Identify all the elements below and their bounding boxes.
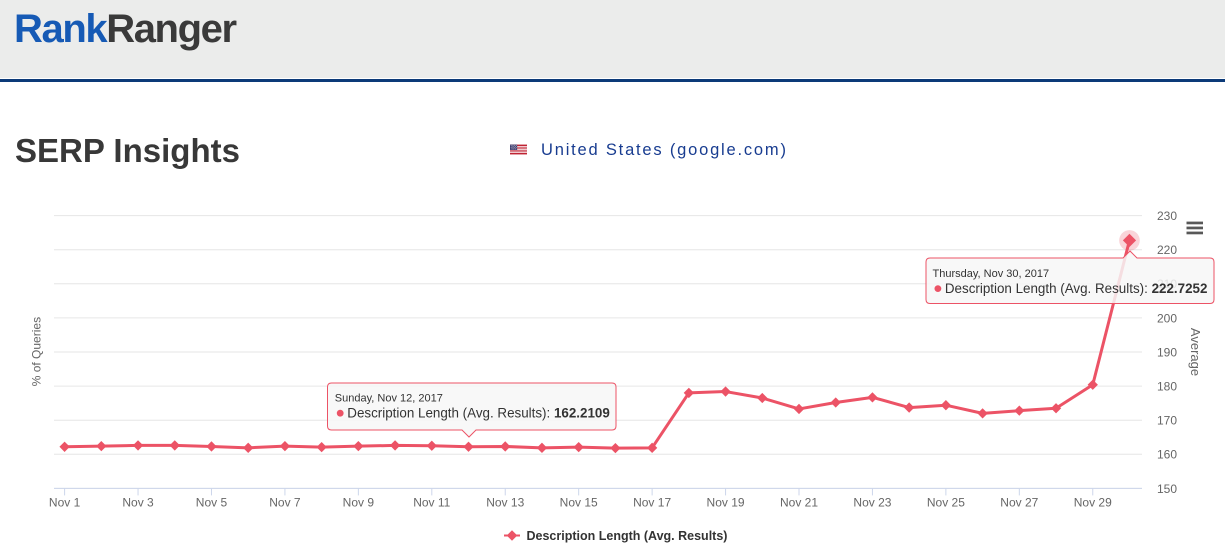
svg-text:160: 160 bbox=[1157, 448, 1177, 462]
svg-text:Nov 7: Nov 7 bbox=[269, 496, 301, 510]
svg-text:Nov 27: Nov 27 bbox=[1000, 496, 1038, 510]
svg-text:190: 190 bbox=[1157, 345, 1177, 359]
svg-text:Nov 19: Nov 19 bbox=[707, 496, 745, 510]
svg-text:Nov 21: Nov 21 bbox=[780, 496, 818, 510]
svg-text:Average: Average bbox=[1188, 328, 1203, 376]
svg-text:Sunday, Nov 12, 2017: Sunday, Nov 12, 2017 bbox=[335, 393, 443, 405]
svg-text:180: 180 bbox=[1157, 380, 1177, 394]
svg-text:Nov 29: Nov 29 bbox=[1074, 496, 1112, 510]
svg-text:Nov 13: Nov 13 bbox=[486, 496, 524, 510]
svg-text:Nov 9: Nov 9 bbox=[343, 496, 375, 510]
svg-text:150: 150 bbox=[1157, 482, 1177, 496]
svg-text:Nov 5: Nov 5 bbox=[196, 496, 228, 510]
svg-text:Description Length (Avg. Resul: Description Length (Avg. Results): 162.2… bbox=[347, 406, 610, 421]
svg-text:220: 220 bbox=[1157, 243, 1177, 257]
svg-text:200: 200 bbox=[1157, 311, 1177, 325]
svg-text:230: 230 bbox=[1157, 209, 1177, 223]
svg-text:Nov 11: Nov 11 bbox=[413, 496, 450, 510]
svg-text:Nov 17: Nov 17 bbox=[633, 496, 671, 510]
svg-text:Thursday, Nov 30, 2017: Thursday, Nov 30, 2017 bbox=[933, 268, 1050, 280]
svg-text:Description Length (Avg. Resul: Description Length (Avg. Results) bbox=[527, 529, 728, 543]
svg-text:Nov 15: Nov 15 bbox=[560, 496, 598, 510]
svg-text:Description Length (Avg. Resul: Description Length (Avg. Results): 222.7… bbox=[945, 281, 1208, 296]
svg-text:Nov 3: Nov 3 bbox=[122, 496, 154, 510]
svg-text:Nov 23: Nov 23 bbox=[853, 496, 891, 510]
svg-text:% of Queries: % of Queries bbox=[30, 317, 44, 386]
svg-text:170: 170 bbox=[1157, 414, 1177, 428]
svg-text:Nov 25: Nov 25 bbox=[927, 496, 965, 510]
svg-text:Nov 1: Nov 1 bbox=[49, 496, 81, 510]
